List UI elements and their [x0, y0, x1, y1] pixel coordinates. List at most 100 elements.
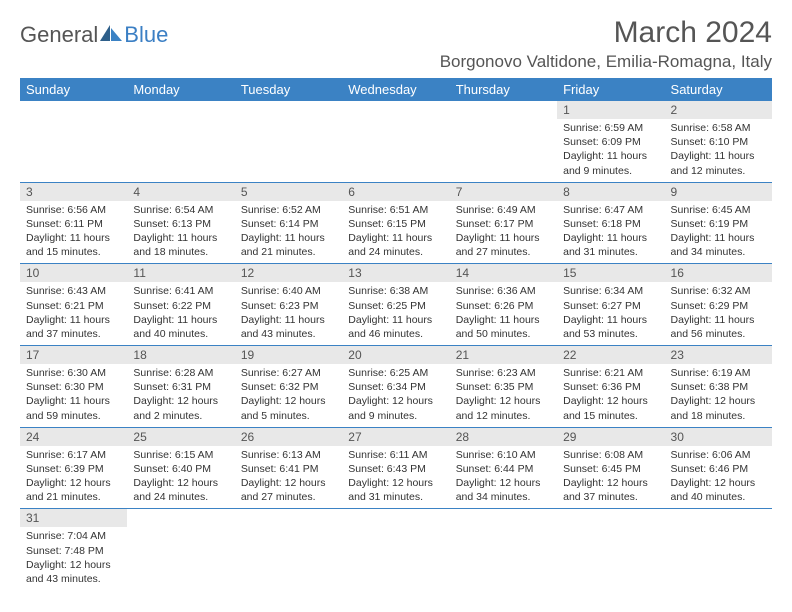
location-subtitle: Borgonovo Valtidone, Emilia-Romagna, Ita…: [440, 52, 772, 72]
calendar-cell: 23Sunrise: 6:19 AMSunset: 6:38 PMDayligh…: [665, 346, 772, 428]
day-number: 8: [557, 183, 664, 201]
day-details: Sunrise: 6:43 AMSunset: 6:21 PMDaylight:…: [20, 282, 127, 345]
sunrise-text: Sunrise: 6:27 AM: [241, 366, 336, 380]
day-number: 29: [557, 428, 664, 446]
daylight-text: Daylight: 11 hours and 34 minutes.: [671, 231, 766, 259]
day-number: 24: [20, 428, 127, 446]
calendar-cell: 22Sunrise: 6:21 AMSunset: 6:36 PMDayligh…: [557, 346, 664, 428]
sunset-text: Sunset: 6:29 PM: [671, 299, 766, 313]
calendar-cell: 19Sunrise: 6:27 AMSunset: 6:32 PMDayligh…: [235, 346, 342, 428]
sunset-text: Sunset: 6:14 PM: [241, 217, 336, 231]
calendar-cell: 15Sunrise: 6:34 AMSunset: 6:27 PMDayligh…: [557, 264, 664, 346]
calendar-cell: [127, 101, 234, 182]
calendar-cell: 16Sunrise: 6:32 AMSunset: 6:29 PMDayligh…: [665, 264, 772, 346]
day-number: 27: [342, 428, 449, 446]
calendar-cell: 26Sunrise: 6:13 AMSunset: 6:41 PMDayligh…: [235, 427, 342, 509]
daylight-text: Daylight: 11 hours and 15 minutes.: [26, 231, 121, 259]
sunrise-text: Sunrise: 6:10 AM: [456, 448, 551, 462]
calendar-cell: [342, 101, 449, 182]
calendar-body: 1Sunrise: 6:59 AMSunset: 6:09 PMDaylight…: [20, 101, 772, 590]
sunset-text: Sunset: 6:45 PM: [563, 462, 658, 476]
weekday-header: Tuesday: [235, 78, 342, 101]
sunrise-text: Sunrise: 6:45 AM: [671, 203, 766, 217]
day-number: 4: [127, 183, 234, 201]
sunset-text: Sunset: 6:19 PM: [671, 217, 766, 231]
calendar-week-row: 24Sunrise: 6:17 AMSunset: 6:39 PMDayligh…: [20, 427, 772, 509]
sunset-text: Sunset: 6:23 PM: [241, 299, 336, 313]
day-details: Sunrise: 6:45 AMSunset: 6:19 PMDaylight:…: [665, 201, 772, 264]
sunset-text: Sunset: 6:10 PM: [671, 135, 766, 149]
sunrise-text: Sunrise: 6:06 AM: [671, 448, 766, 462]
daylight-text: Daylight: 12 hours and 37 minutes.: [563, 476, 658, 504]
day-details: Sunrise: 6:28 AMSunset: 6:31 PMDaylight:…: [127, 364, 234, 427]
sunrise-text: Sunrise: 6:28 AM: [133, 366, 228, 380]
calendar-cell: 7Sunrise: 6:49 AMSunset: 6:17 PMDaylight…: [450, 182, 557, 264]
daylight-text: Daylight: 12 hours and 2 minutes.: [133, 394, 228, 422]
day-details: Sunrise: 6:17 AMSunset: 6:39 PMDaylight:…: [20, 446, 127, 509]
logo: General Blue: [20, 16, 168, 48]
sunset-text: Sunset: 7:48 PM: [26, 544, 121, 558]
calendar-cell: 31Sunrise: 7:04 AMSunset: 7:48 PMDayligh…: [20, 509, 127, 590]
weekday-header: Monday: [127, 78, 234, 101]
day-details: Sunrise: 6:27 AMSunset: 6:32 PMDaylight:…: [235, 364, 342, 427]
day-details: Sunrise: 6:52 AMSunset: 6:14 PMDaylight:…: [235, 201, 342, 264]
sunset-text: Sunset: 6:31 PM: [133, 380, 228, 394]
sunset-text: Sunset: 6:21 PM: [26, 299, 121, 313]
day-number: 19: [235, 346, 342, 364]
day-details: Sunrise: 6:19 AMSunset: 6:38 PMDaylight:…: [665, 364, 772, 427]
calendar-cell: 25Sunrise: 6:15 AMSunset: 6:40 PMDayligh…: [127, 427, 234, 509]
day-number: 20: [342, 346, 449, 364]
daylight-text: Daylight: 11 hours and 40 minutes.: [133, 313, 228, 341]
sunset-text: Sunset: 6:22 PM: [133, 299, 228, 313]
sunset-text: Sunset: 6:30 PM: [26, 380, 121, 394]
sunset-text: Sunset: 6:39 PM: [26, 462, 121, 476]
day-details: Sunrise: 7:04 AMSunset: 7:48 PMDaylight:…: [20, 527, 127, 590]
daylight-text: Daylight: 12 hours and 9 minutes.: [348, 394, 443, 422]
calendar-cell: [235, 509, 342, 590]
title-block: March 2024 Borgonovo Valtidone, Emilia-R…: [440, 16, 772, 72]
day-details: Sunrise: 6:59 AMSunset: 6:09 PMDaylight:…: [557, 119, 664, 182]
sunset-text: Sunset: 6:40 PM: [133, 462, 228, 476]
calendar-cell: 11 Sunrise: 6:41 AMSunset: 6:22 PMDayligh…: [127, 264, 234, 346]
daylight-text: Daylight: 12 hours and 40 minutes.: [671, 476, 766, 504]
day-number: 21: [450, 346, 557, 364]
day-number: 13: [342, 264, 449, 282]
calendar-cell: [127, 509, 234, 590]
sunrise-text: Sunrise: 6:11 AM: [348, 448, 443, 462]
calendar-week-row: 1Sunrise: 6:59 AMSunset: 6:09 PMDaylight…: [20, 101, 772, 182]
day-details: Sunrise: 6:40 AMSunset: 6:23 PMDaylight:…: [235, 282, 342, 345]
day-number: 2: [665, 101, 772, 119]
calendar-cell: 12Sunrise: 6:40 AMSunset: 6:23 PMDayligh…: [235, 264, 342, 346]
day-number: 22: [557, 346, 664, 364]
day-number: 31: [20, 509, 127, 527]
sunset-text: Sunset: 6:18 PM: [563, 217, 658, 231]
calendar-cell: [450, 101, 557, 182]
calendar-cell: 3Sunrise: 6:56 AMSunset: 6:11 PMDaylight…: [20, 182, 127, 264]
daylight-text: Daylight: 12 hours and 18 minutes.: [671, 394, 766, 422]
calendar-cell: [235, 101, 342, 182]
sunrise-text: Sunrise: 6:51 AM: [348, 203, 443, 217]
sunset-text: Sunset: 6:46 PM: [671, 462, 766, 476]
day-number: 23: [665, 346, 772, 364]
sunset-text: Sunset: 6:25 PM: [348, 299, 443, 313]
sunrise-text: Sunrise: 6:59 AM: [563, 121, 658, 135]
day-details: Sunrise: 6:51 AMSunset: 6:15 PMDaylight:…: [342, 201, 449, 264]
sunset-text: Sunset: 6:34 PM: [348, 380, 443, 394]
daylight-text: Daylight: 12 hours and 34 minutes.: [456, 476, 551, 504]
daylight-text: Daylight: 11 hours and 46 minutes.: [348, 313, 443, 341]
day-number: 15: [557, 264, 664, 282]
sunrise-text: Sunrise: 6:41 AM: [133, 284, 228, 298]
sunset-text: Sunset: 6:13 PM: [133, 217, 228, 231]
sunset-text: Sunset: 6:43 PM: [348, 462, 443, 476]
daylight-text: Daylight: 12 hours and 24 minutes.: [133, 476, 228, 504]
daylight-text: Daylight: 12 hours and 31 minutes.: [348, 476, 443, 504]
sunset-text: Sunset: 6:11 PM: [26, 217, 121, 231]
calendar-cell: 14Sunrise: 6:36 AMSunset: 6:26 PMDayligh…: [450, 264, 557, 346]
sunset-text: Sunset: 6:17 PM: [456, 217, 551, 231]
sunrise-text: Sunrise: 6:30 AM: [26, 366, 121, 380]
daylight-text: Daylight: 11 hours and 59 minutes.: [26, 394, 121, 422]
day-number: 11: [127, 264, 234, 282]
day-details: Sunrise: 6:30 AMSunset: 6:30 PMDaylight:…: [20, 364, 127, 427]
sunrise-text: Sunrise: 6:32 AM: [671, 284, 766, 298]
daylight-text: Daylight: 12 hours and 21 minutes.: [26, 476, 121, 504]
